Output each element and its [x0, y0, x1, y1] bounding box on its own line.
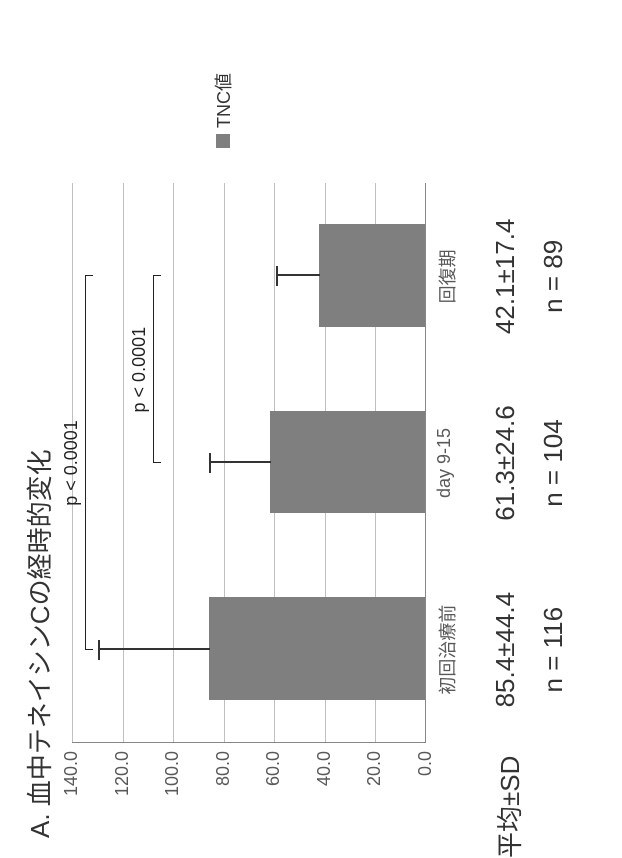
error-cap: [98, 640, 100, 660]
bar: [209, 597, 425, 700]
table-cell-n: n = 104: [538, 360, 569, 567]
sig-bracket-end: [153, 462, 161, 463]
ytick-label: 60.0: [263, 751, 284, 811]
error-cap: [276, 266, 278, 286]
ytick-label: 0.0: [415, 751, 436, 811]
sig-bracket-end: [153, 275, 161, 276]
sig-text: p < 0.0001: [129, 310, 150, 430]
table-cell-n: n = 116: [538, 546, 569, 753]
legend-swatch: [216, 134, 230, 148]
table-row-label-meansd: 平均±SD: [490, 756, 527, 858]
ytick-label: 40.0: [314, 751, 335, 811]
xtick-label: day 9-15: [434, 370, 455, 557]
sig-text: p < 0.0001: [61, 403, 82, 523]
bar: [319, 224, 425, 327]
ytick-label: 80.0: [213, 751, 234, 811]
plot-area: [72, 183, 426, 743]
table-cell-meansd: 61.3±24.6: [490, 360, 521, 567]
error-bar: [98, 648, 210, 650]
table-cell-meansd: 42.1±17.4: [490, 173, 521, 380]
ytick-label: 100.0: [162, 751, 183, 811]
xtick-label: 初回治療前: [434, 556, 460, 743]
chart-title: A. 血中テネイシンCの経時的変化: [20, 449, 57, 838]
sig-bracket-end: [85, 649, 93, 650]
sig-bracket: [153, 276, 154, 463]
legend-label: TNC値: [210, 73, 236, 128]
ytick-label: 120.0: [112, 751, 133, 811]
error-cap: [209, 453, 211, 473]
table-cell-meansd: 85.4±44.4: [490, 546, 521, 753]
error-bar: [276, 274, 320, 276]
table-cell-n: n = 89: [538, 173, 569, 380]
ytick-label: 20.0: [364, 751, 385, 811]
xtick-label: 回復期: [434, 183, 460, 370]
gridline: [123, 183, 124, 742]
bar: [270, 411, 425, 514]
error-bar: [209, 461, 271, 463]
ytick-label: 140.0: [61, 751, 82, 811]
gridline: [173, 183, 174, 742]
sig-bracket-end: [85, 275, 93, 276]
legend: TNC値: [210, 73, 236, 148]
sig-bracket: [85, 276, 86, 649]
